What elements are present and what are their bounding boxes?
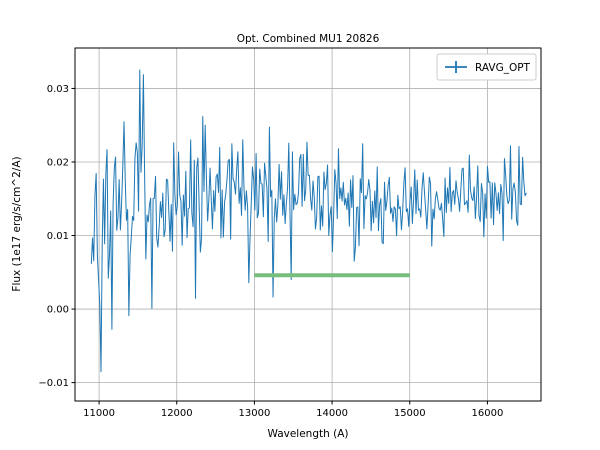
x-tick-label: 13000	[239, 408, 271, 419]
x-tick-label: 12000	[161, 408, 193, 419]
x-tick-label: 15000	[394, 408, 426, 419]
legend-label-ravg-opt: RAVG_OPT	[475, 62, 531, 74]
x-tick-label: 14000	[316, 408, 348, 419]
data-line-ravg-opt	[90, 69, 527, 373]
legend-box[interactable]	[436, 53, 537, 81]
grid-lines	[75, 48, 541, 401]
y-tick-label: 0.02	[47, 158, 69, 169]
x-tick-label: 16000	[472, 408, 504, 419]
data-series-layer	[90, 69, 527, 373]
axes-spines	[74, 47, 542, 402]
legend[interactable]: RAVG_OPT	[436, 53, 537, 81]
axis-ticks-layer: 11000 12000 13000 14000 15000 16000 −0.01 0.00 0…	[38, 84, 503, 419]
page-title: Opt. Combined MU1 20826	[237, 33, 380, 45]
y-tick-label: 0.03	[47, 84, 69, 95]
y-axis-label: Flux (1e17 erg/s/cm^2/A)	[11, 156, 23, 291]
y-tick-label: 0.00	[47, 305, 69, 316]
y-tick-label: −0.01	[38, 378, 69, 389]
x-axis-label: Wavelength (A)	[267, 428, 348, 440]
x-tick-label: 11000	[83, 408, 115, 419]
y-tick-label: 0.01	[47, 231, 69, 242]
